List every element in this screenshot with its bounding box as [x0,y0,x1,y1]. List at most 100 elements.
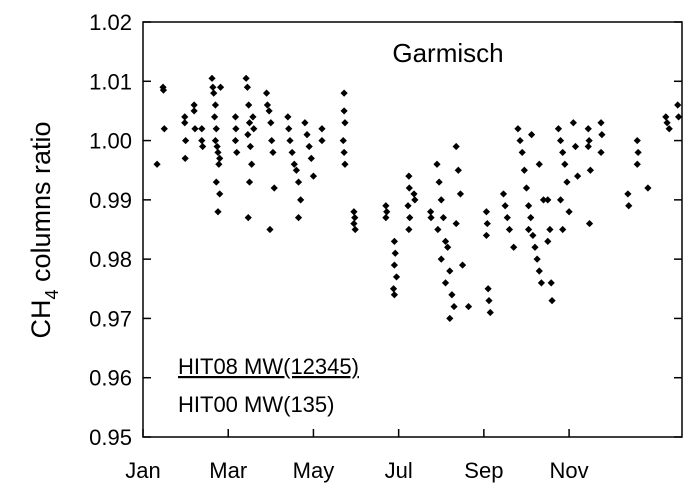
data-point [303,131,311,139]
data-point [485,297,493,305]
data-point [214,148,222,157]
y-label-sub: 4 [42,290,62,300]
data-point [411,196,419,204]
y-tick-label: 0.98 [89,247,132,272]
data-point [452,219,460,228]
data-point [340,148,348,157]
data-point [292,166,300,174]
x-tick-label: Jul [385,458,413,483]
data-point [262,89,271,97]
data-point [389,285,398,293]
x-tick-label: May [293,458,335,483]
y-label-part: CH [26,300,56,339]
data-point [444,243,452,251]
data-point [350,208,358,216]
data-point [294,214,303,222]
data-point [266,225,274,234]
data-point [382,202,390,210]
data-point [294,178,303,186]
data-point [448,291,456,299]
x-tick-label: Jan [125,458,160,483]
data-point [561,160,569,168]
data-point [665,125,673,133]
data-point [285,125,293,133]
data-point [464,302,473,311]
data-point [231,113,240,121]
data-point [305,142,313,151]
data-point [527,214,535,222]
data-point [182,136,190,145]
data-point [674,101,682,109]
data-point [153,160,161,168]
data-point [160,125,168,133]
data-point [209,83,217,91]
data-point [297,196,305,204]
data-point [216,190,224,198]
data-point [265,107,273,115]
data-point [482,231,491,240]
y-tick-label: 1.01 [89,69,132,94]
data-point [405,184,413,192]
data-point [484,285,492,293]
data-point [340,89,348,97]
data-point [383,208,391,216]
data-point [427,208,435,216]
data-point [190,101,198,109]
data-point [309,172,318,180]
data-point [390,261,398,269]
data-point [533,255,541,263]
data-point [514,125,522,133]
data-point [286,136,294,145]
data-point [597,148,605,157]
data-point [569,119,577,127]
data-point [269,148,277,157]
data-point [634,148,642,157]
data-point [288,148,296,157]
data-point [211,136,220,145]
data-point [248,160,256,168]
y-tick-label: 1.00 [89,129,132,154]
data-point [597,119,605,127]
data-point [339,136,347,145]
data-point [213,142,221,151]
data-point [598,131,606,139]
data-point [284,113,292,121]
data-point [563,178,571,186]
data-point [531,243,539,251]
data-point [458,261,467,269]
data-point [565,208,573,216]
data-point [454,166,462,174]
data-point [435,178,443,186]
data-point [518,148,526,157]
data-point [210,113,219,121]
data-point [245,178,254,186]
data-point [527,131,536,139]
data-point [539,196,548,204]
data-point [544,237,552,245]
data-point [427,214,435,222]
y-tick-label: 0.95 [89,425,132,450]
data-point [548,297,556,305]
data-point [537,279,545,287]
data-point [663,119,671,127]
y-label-part: columns ratio [26,121,56,289]
data-point [456,190,465,198]
data-point [212,125,220,133]
data-point [556,196,565,204]
data-point [503,214,511,222]
data-point [525,225,533,234]
data-point [245,101,253,109]
data-point [307,154,315,162]
data-point [350,219,358,228]
data-point [351,214,359,222]
data-point [434,225,442,234]
data-point [585,219,594,228]
data-point [244,131,252,139]
data-point [390,291,398,299]
data-point [267,119,275,127]
data-point [351,225,359,234]
data-point [406,214,414,222]
data-point [181,154,189,162]
x-tick-label: Mar [209,458,247,483]
